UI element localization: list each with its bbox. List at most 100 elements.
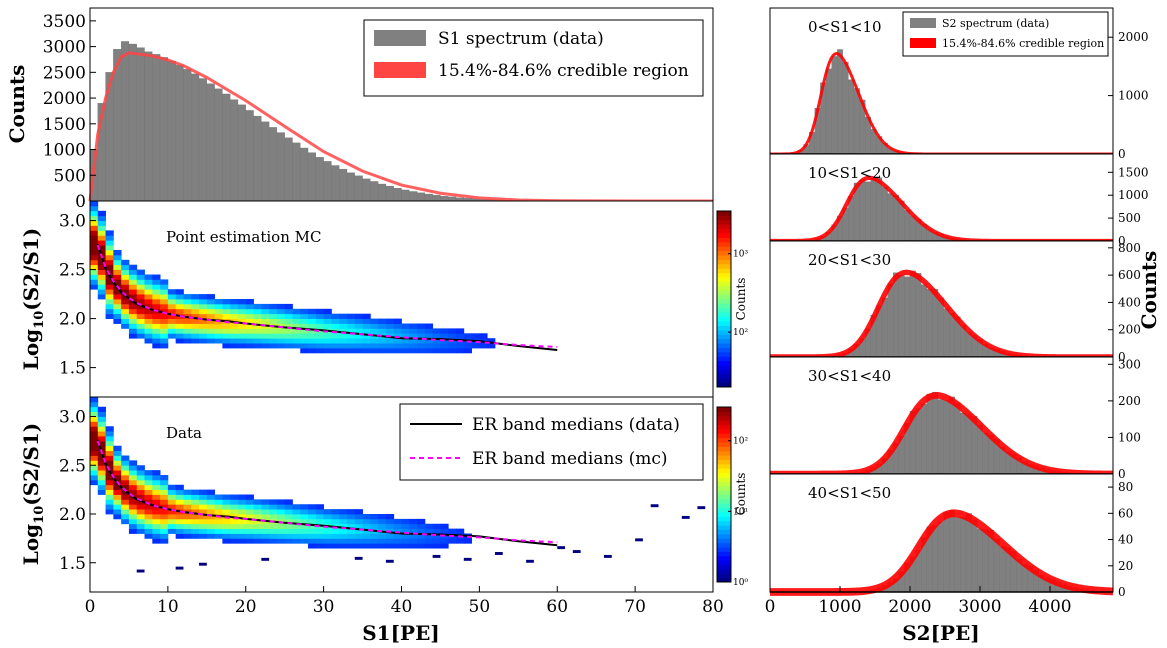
heatmap-cell [206, 523, 215, 530]
heatmap-cell [222, 494, 231, 500]
colorbar-segment [717, 373, 731, 379]
heatmap-cell [603, 554, 612, 558]
heatmap-cell [323, 313, 332, 319]
colorbar-segment [717, 494, 731, 500]
heatmap-cell [206, 318, 215, 324]
heatmap-cell [463, 343, 472, 349]
heatmap-cell [269, 328, 278, 334]
heatmap-cell [417, 333, 426, 339]
heatmap-cell [253, 328, 262, 334]
heatmap-cell [440, 523, 449, 530]
s1-bar [152, 54, 161, 202]
heatmap-cell [90, 411, 99, 417]
heatmap-cell [144, 533, 153, 539]
heatmap-cell [331, 528, 340, 534]
s1-bar [448, 196, 457, 202]
s2-bar [965, 513, 972, 593]
colorbar-tick-label: 10⁰ [733, 578, 748, 588]
heatmap-cell [152, 294, 161, 300]
s1-bar [268, 127, 278, 202]
heatmap-cell [245, 518, 254, 525]
heatmap-cell [362, 528, 371, 534]
colorbar-segment [717, 468, 731, 474]
heatmap-cell [354, 543, 363, 549]
heatmap-cell [245, 318, 254, 324]
heatmap-cell [354, 348, 363, 354]
heatmap-cell [97, 406, 106, 413]
heatmap-cell [362, 543, 371, 549]
heatmap-cell [308, 523, 317, 530]
heatmap-cell [160, 528, 169, 534]
s1-bar [261, 121, 270, 202]
heatmap-cell [245, 303, 254, 310]
colorbar-segment [717, 378, 731, 384]
s1-y-tick-label: 3500 [43, 12, 86, 32]
heatmap-cell [90, 475, 99, 481]
colorbar-segment [717, 215, 731, 221]
s2-y-tick-label: 1500 [1118, 165, 1149, 179]
heatmap-cell [323, 348, 332, 354]
mc-median-mc-line [96, 244, 558, 349]
colorbar-segment [717, 312, 731, 318]
heatmap-cell [128, 289, 138, 295]
s2-bar [842, 62, 849, 155]
heatmap-cell [214, 333, 223, 339]
s1-bar [432, 194, 441, 202]
heatmap-cell [315, 514, 325, 520]
heatmap-cell [152, 333, 161, 339]
heatmap-cell [378, 343, 387, 349]
heatmap-cell [331, 518, 340, 525]
heatmap-cell [308, 543, 317, 549]
heatmap-cell [284, 499, 293, 505]
heatmap-cell [230, 533, 239, 539]
s1-bar [354, 175, 363, 202]
heatmap-cell [269, 303, 278, 310]
heatmap-cell [440, 528, 449, 534]
heatmap-cell [160, 303, 169, 310]
heatmap-cell [214, 523, 223, 530]
heatmap-cell [417, 523, 426, 530]
heatmap-cell [152, 343, 161, 349]
heatmap-cell [136, 499, 145, 505]
heatmap-cell [237, 328, 247, 334]
heatmap-cell [284, 528, 293, 534]
heatmap-cell [113, 514, 122, 520]
heatmap-cell [261, 523, 270, 530]
s2-y-tick-label: 200 [1118, 323, 1141, 337]
heatmap-cell [90, 479, 99, 486]
heatmap-cell [136, 504, 145, 510]
heatmap-cell [105, 289, 114, 295]
heatmap-cell [136, 308, 145, 315]
s2-bar [915, 408, 922, 475]
heatmap-cell [440, 538, 449, 544]
heatmap-cell [331, 343, 340, 349]
heatmap-cell [191, 323, 200, 329]
heatmap-cell [237, 303, 247, 310]
data-y-ticks: 1.5 2.0 2.5 3.0 [59, 408, 96, 574]
colorbar-segment [717, 241, 731, 247]
heatmap-cell [128, 523, 138, 530]
colorbar-segment [717, 237, 731, 243]
heatmap-cell [409, 343, 418, 349]
colorbar-segment [717, 463, 731, 469]
heatmap-cell [191, 338, 200, 344]
colorbar-segment [717, 577, 731, 583]
colorbar-segment [717, 250, 731, 256]
heatmap-cell [136, 294, 145, 300]
heatmap-cell [323, 318, 332, 324]
heatmap-cell [354, 328, 363, 334]
heatmap-cell [199, 303, 208, 310]
heatmap-cell [97, 250, 106, 256]
heatmap-cell [471, 333, 480, 339]
heatmap-cell [300, 318, 309, 324]
data-annotation: Data [166, 424, 202, 442]
s2-y-tick-label: 100 [1118, 430, 1141, 444]
heatmap-cell [424, 348, 434, 354]
heatmap-cell [346, 313, 356, 319]
heatmap-cell [292, 318, 301, 324]
heatmap-cell [136, 479, 145, 486]
heatmap-cell [261, 509, 270, 515]
heatmap-cell [362, 518, 371, 525]
heatmap-cell [97, 225, 106, 231]
s2-y-tick-label: 200 [1118, 394, 1141, 408]
